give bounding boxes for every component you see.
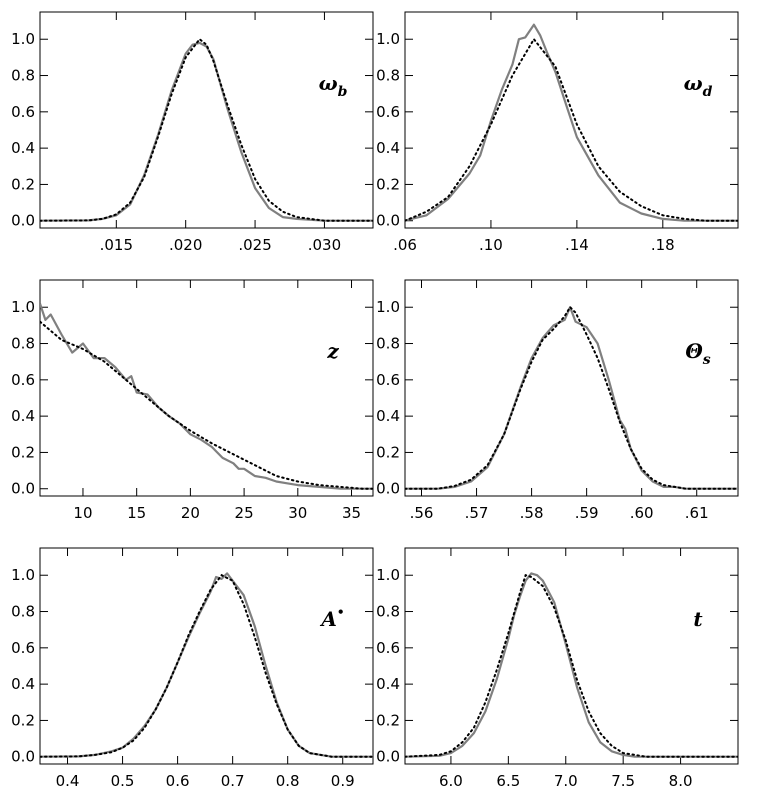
panel-omega-d: 0.0 0.2 0.4 0.6 0.8 1.0 .06 .10 .14 .18 ωd <box>376 11 739 254</box>
solid-grey-curve <box>40 303 373 490</box>
plot-frame <box>39 547 374 765</box>
x-tick-label: 0.5 <box>111 772 135 790</box>
dotted-black-curve <box>405 573 738 758</box>
x-tick-label: .61 <box>685 504 709 522</box>
dotted-black-curve <box>40 573 373 758</box>
x-tick-label: 30 <box>288 504 307 522</box>
panel-z: 0.0 0.2 0.4 0.6 0.8 1.0 10 15 20 25 30 35 z <box>11 279 374 522</box>
panel-a-star: 0.0 0.2 0.4 0.6 0.8 1.0 0.4 0.5 0.6 0.7 0.8 0.9 A• <box>11 547 374 790</box>
y-tick-label: 0.8 <box>11 67 35 85</box>
dotted-black-curve <box>40 37 373 222</box>
y-tick-label: 0.2 <box>11 443 35 461</box>
y-tick-label: 1.0 <box>11 30 35 48</box>
panel-omega-b: 0.0 0.2 0.4 0.6 0.8 1.0 .015 .020 .025 .030 ωb <box>11 11 374 254</box>
x-tick-label: 7.5 <box>611 772 635 790</box>
x-tick-label: .015 <box>100 236 133 254</box>
y-tick-label: 0.8 <box>376 335 400 353</box>
y-tick-label: 0.2 <box>376 175 400 193</box>
y-tick-label: 0.0 <box>11 212 35 230</box>
y-tick-label: 0.6 <box>11 371 35 389</box>
solid-grey-curve <box>40 41 373 222</box>
y-tick-label: 0.0 <box>376 748 400 766</box>
x-tick-label: .10 <box>479 236 503 254</box>
x-tick-label: .020 <box>169 236 202 254</box>
dotted-black-curve <box>405 37 738 222</box>
y-tick-label: 0.8 <box>11 335 35 353</box>
x-tick-label: .60 <box>630 504 654 522</box>
dotted-black-curve <box>405 305 738 490</box>
y-tick-label: 0.6 <box>11 639 35 657</box>
parameter-label: z <box>326 339 339 363</box>
x-tick-label: 0.4 <box>56 772 80 790</box>
y-tick-label: 0.4 <box>11 675 35 693</box>
x-tick-label: 10 <box>73 504 92 522</box>
x-tick-label: .18 <box>651 236 675 254</box>
parameter-label: ωb <box>319 71 348 100</box>
x-tick-label: 0.9 <box>331 772 355 790</box>
plot-frame <box>39 11 374 229</box>
x-tick-label: .56 <box>410 504 434 522</box>
y-tick-label: 0.2 <box>376 711 400 729</box>
x-tick-label: 8.0 <box>669 772 693 790</box>
x-tick-label: 6.5 <box>496 772 520 790</box>
x-tick-label: 0.7 <box>221 772 245 790</box>
y-tick-label: 0.0 <box>376 212 400 230</box>
y-tick-label: 0.4 <box>11 139 35 157</box>
panel-t: 0.0 0.2 0.4 0.6 0.8 1.0 6.0 6.5 7.0 7.5 8.0 t <box>376 547 739 790</box>
y-tick-label: 0.0 <box>11 480 35 498</box>
x-tick-label: 15 <box>127 504 146 522</box>
plot-frame <box>404 547 739 765</box>
y-tick-label: 0.6 <box>11 103 35 121</box>
x-tick-label: 0.6 <box>166 772 190 790</box>
parameter-label: A• <box>319 605 344 631</box>
y-tick-label: 1.0 <box>11 298 35 316</box>
x-tick-label: .06 <box>393 236 417 254</box>
y-tick-label: 1.0 <box>376 566 400 584</box>
x-tick-label: 20 <box>181 504 200 522</box>
y-tick-label: 1.0 <box>376 30 400 48</box>
parameter-label: ωd <box>684 71 713 100</box>
solid-grey-curve <box>40 572 373 758</box>
parameter-label: Θs <box>685 339 710 368</box>
x-tick-label: 7.0 <box>554 772 578 790</box>
solid-grey-curve <box>405 572 738 758</box>
y-tick-label: 0.6 <box>376 639 400 657</box>
x-tick-label: .025 <box>238 236 271 254</box>
panel-theta-s: 0.0 0.2 0.4 0.6 0.8 1.0 .56 .57 .58 .59 .60 .61 Θs <box>376 279 739 522</box>
y-tick-label: 1.0 <box>11 566 35 584</box>
y-tick-label: 0.6 <box>376 371 400 389</box>
x-tick-label: .58 <box>520 504 544 522</box>
y-tick-label: 0.0 <box>376 480 400 498</box>
y-tick-label: 0.4 <box>11 407 35 425</box>
plot-frame <box>404 279 739 497</box>
y-tick-label: 0.2 <box>376 443 400 461</box>
y-tick-label: 0.4 <box>376 675 400 693</box>
y-tick-label: 1.0 <box>376 298 400 316</box>
y-tick-label: 0.6 <box>376 103 400 121</box>
x-tick-label: 0.8 <box>276 772 300 790</box>
x-tick-label: .030 <box>308 236 341 254</box>
solid-grey-curve <box>405 23 738 222</box>
plot-frame <box>404 11 739 229</box>
parameter-label: t <box>693 607 703 631</box>
plot-frame <box>39 279 374 497</box>
dotted-black-curve <box>40 320 373 490</box>
x-tick-label: .14 <box>565 236 589 254</box>
solid-grey-curve <box>405 306 738 490</box>
y-tick-label: 0.2 <box>11 711 35 729</box>
x-tick-label: .59 <box>575 504 599 522</box>
x-tick-label: 6.0 <box>439 772 463 790</box>
y-tick-label: 0.4 <box>376 407 400 425</box>
x-tick-label: 35 <box>342 504 361 522</box>
y-tick-label: 0.2 <box>11 175 35 193</box>
y-tick-label: 0.4 <box>376 139 400 157</box>
y-tick-label: 0.8 <box>376 603 400 621</box>
y-tick-label: 0.0 <box>11 748 35 766</box>
y-tick-label: 0.8 <box>11 603 35 621</box>
x-tick-label: .57 <box>465 504 489 522</box>
x-tick-label: 25 <box>235 504 254 522</box>
y-tick-label: 0.8 <box>376 67 400 85</box>
